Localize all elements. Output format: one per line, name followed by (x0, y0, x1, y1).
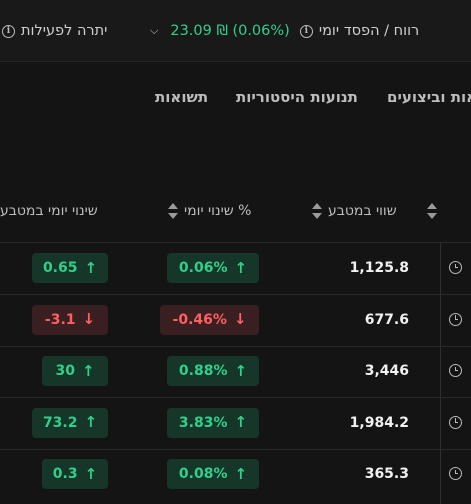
divider (0, 345, 471, 347)
table-row[interactable]: 365.3 0.08% ↑ 0.3 ↑ (0, 449, 471, 500)
daily-change-currency-badge: 0.65 ↑ (32, 253, 108, 283)
daily-change-pct-badge: 0.88% ↑ (167, 356, 259, 386)
info-icon[interactable]: i (299, 24, 313, 38)
divider (0, 448, 471, 450)
sort-icon[interactable] (168, 203, 178, 219)
value-in-currency: 365.3 (364, 466, 409, 482)
daily-change-currency-badge: 0.3 ↑ (42, 459, 108, 489)
divider (0, 242, 471, 243)
balance-for-activity[interactable]: i יתרה לפעילות (2, 20, 107, 42)
table-row[interactable]: 1,125.8 0.06% ↑ 0.65 ↑ (0, 243, 471, 294)
arrow-up-icon: ↑ (84, 464, 98, 483)
daily-pnl-label: רווח / הפסד יומי (318, 23, 420, 39)
clock-icon[interactable] (449, 261, 462, 274)
value-in-currency: 3,446 (364, 363, 409, 379)
arrow-up-icon: ↑ (234, 361, 248, 380)
header-daily-change-pct[interactable]: שינוי יומי % (168, 200, 251, 222)
clock-icon[interactable] (449, 364, 462, 377)
arrow-up-icon: ↑ (234, 258, 248, 277)
table-row[interactable]: 1,984.2 3.83% ↑ 73.2 ↑ (0, 398, 471, 449)
divider (440, 243, 441, 504)
tab-history[interactable]: תנועות היסטוריות (236, 88, 358, 106)
arrow-up-icon: ↑ (81, 361, 95, 380)
sort-icon[interactable] (427, 203, 437, 219)
table-row[interactable]: 3,446 0.88% ↑ 30 ↑ (0, 346, 471, 397)
info-icon[interactable]: i (2, 24, 15, 38)
divider (0, 397, 471, 398)
clock-icon[interactable] (449, 415, 462, 429)
tab-returns[interactable]: תשואות (155, 88, 209, 106)
arrow-down-icon: ↓ (233, 310, 247, 328)
value-in-currency: 1,984.2 (349, 414, 409, 431)
clock-icon[interactable] (449, 312, 462, 326)
table-row[interactable]: 677.6 -0.46% ↓ -3.1 ↓ (0, 295, 471, 346)
daily-change-pct-badge: 0.06% ↑ (167, 253, 259, 283)
daily-pnl[interactable]: ⌵ 23.09 ₪ (0.06%) i רווח / הפסד יומי (150, 20, 419, 42)
arrow-up-icon: ↑ (84, 413, 98, 431)
daily-pnl-value: 23.09 ₪ (0.06%) (170, 23, 290, 39)
tab-positions[interactable]: אות וביצועים (387, 88, 471, 106)
arrow-up-icon: ↑ (84, 258, 98, 277)
daily-change-pct-badge: 0.08% ↑ (167, 459, 259, 489)
daily-change-currency-badge: -3.1 ↓ (32, 304, 108, 335)
balance-label: יתרה לפעילות (21, 23, 108, 39)
header-value-currency[interactable]: שווי במטבע (312, 200, 397, 222)
value-in-currency: 1,125.8 (349, 260, 409, 276)
value-in-currency: 677.6 (364, 311, 409, 328)
divider (0, 294, 471, 295)
sort-icon[interactable] (312, 203, 322, 219)
daily-change-currency-badge: 73.2 ↑ (32, 407, 108, 438)
daily-change-pct-badge: -0.46% ↓ (160, 304, 259, 335)
chevron-down-icon[interactable]: ⌵ (150, 24, 159, 37)
arrow-up-icon: ↑ (234, 464, 248, 483)
arrow-down-icon: ↓ (82, 310, 96, 328)
clock-icon[interactable] (449, 467, 462, 480)
daily-change-currency-badge: 30 ↑ (42, 356, 108, 386)
daily-change-pct-badge: 3.83% ↑ (167, 407, 259, 438)
top-summary-bar: i יתרה לפעילות ⌵ 23.09 ₪ (0.06%) i רווח … (0, 0, 471, 62)
header-daily-change-currency[interactable]: שינוי יומי במטבע (0, 203, 98, 219)
arrow-up-icon: ↑ (234, 413, 248, 431)
